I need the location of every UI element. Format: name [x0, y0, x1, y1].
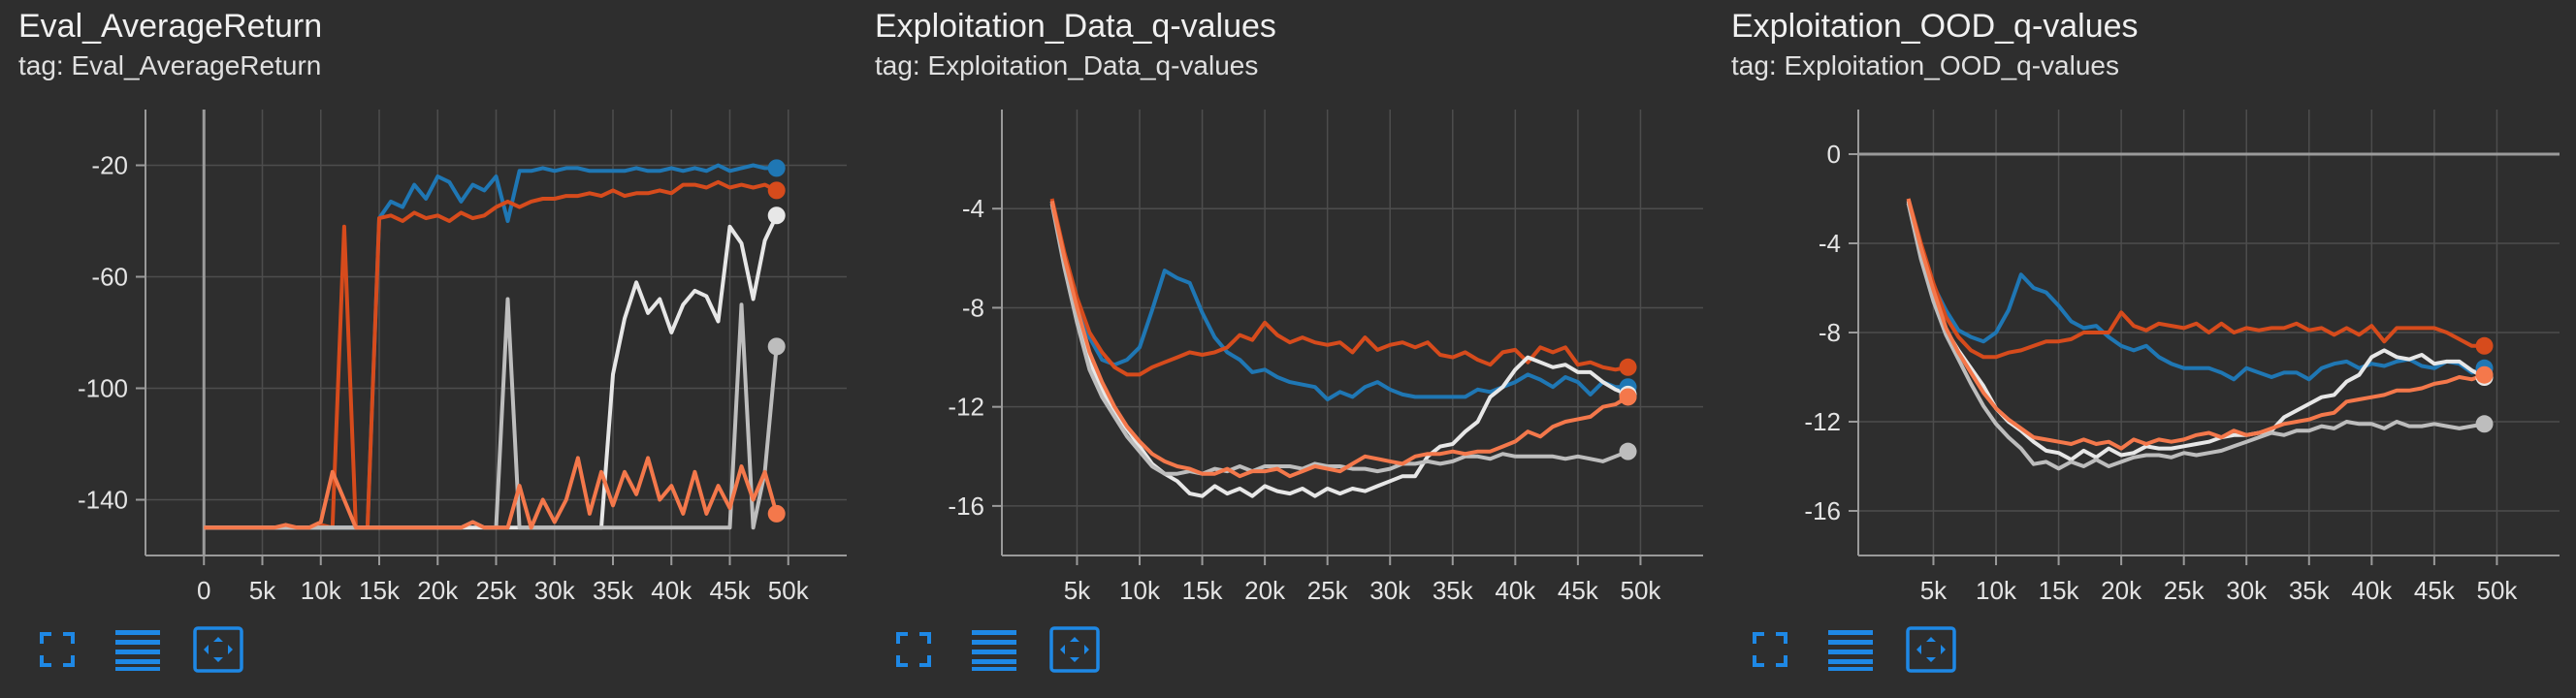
series-end-marker-1: [2475, 336, 2494, 355]
series-line-1: [204, 179, 778, 530]
x-tick-label: 30k: [2226, 576, 2268, 605]
series-line-4: [1906, 198, 2486, 451]
fit-domain-icon: [1906, 626, 1956, 673]
series-end-marker-3: [2475, 415, 2494, 433]
y-tick-label: -16: [948, 492, 984, 521]
card-title: Exploitation_Data_q-values: [875, 8, 1276, 45]
card-exploitation-data-q-values: Exploitation_Data_q-values tag: Exploita…: [856, 0, 1710, 698]
x-tick-label: 50k: [768, 576, 810, 605]
fullscreen-button[interactable]: [31, 623, 83, 676]
x-tick-label: 5k: [1064, 576, 1091, 605]
fullscreen-icon: [896, 632, 931, 667]
y-tick-label: -100: [78, 374, 128, 403]
y-tick-label: -140: [78, 486, 128, 515]
series-end-marker-0: [767, 159, 786, 177]
x-tick-label: 0: [197, 576, 210, 605]
x-tick-label: 20k: [2101, 576, 2142, 605]
fit-domain-icon: [1049, 626, 1100, 673]
toggle-log-scale-icon: [115, 630, 160, 671]
series-line-0: [1049, 203, 1628, 401]
toggle-log-scale-button[interactable]: [1824, 623, 1877, 676]
series-end-marker-1: [1619, 358, 1637, 376]
card-eval-average-return: Eval_AverageReturn tag: Eval_AverageRetu…: [0, 0, 853, 698]
x-tick-label: 40k: [651, 576, 692, 605]
x-tick-label: 5k: [249, 576, 276, 605]
x-tick-label: 15k: [1182, 576, 1224, 605]
x-tick-label: 40k: [2351, 576, 2393, 605]
card-tag: tag: Exploitation_Data_q-values: [875, 50, 1259, 80]
y-tick-label: -16: [1804, 496, 1841, 525]
series-line-0: [204, 163, 777, 530]
fullscreen-button[interactable]: [887, 623, 940, 676]
x-tick-label: 35k: [593, 576, 634, 605]
x-tick-label: 20k: [417, 576, 459, 605]
series-end-marker-3: [767, 337, 786, 356]
series-end-marker-4: [1619, 388, 1637, 406]
x-tick-label: 25k: [2164, 576, 2206, 605]
x-tick-label: 25k: [476, 576, 518, 605]
x-tick-label: 40k: [1495, 576, 1536, 605]
toggle-log-scale-button[interactable]: [112, 623, 164, 676]
y-tick-label: -12: [1804, 407, 1841, 436]
toggle-log-scale-button[interactable]: [968, 623, 1020, 676]
fit-domain-button[interactable]: [1048, 623, 1101, 676]
x-tick-label: 15k: [359, 576, 401, 605]
x-tick-label: 20k: [1244, 576, 1286, 605]
series-line-4: [204, 456, 779, 530]
card-tag: tag: Eval_AverageReturn: [18, 50, 322, 80]
fullscreen-button[interactable]: [1744, 623, 1796, 676]
series-end-marker-1: [767, 181, 786, 200]
fullscreen-icon: [40, 632, 75, 667]
x-tick-label: 10k: [1119, 576, 1161, 605]
series-line-3: [1906, 203, 2485, 471]
series-line-4: [1049, 201, 1629, 479]
chart[interactable]: 5k 10k 15k 20k 25k 30k 35k 40k 45k 50k 0 -4 -8 -12 -16: [1713, 0, 2566, 698]
fit-domain-button[interactable]: [1905, 623, 1957, 676]
card-title: Eval_AverageReturn: [18, 8, 323, 45]
x-tick-label: 25k: [1307, 576, 1349, 605]
y-tick-label: -12: [948, 393, 984, 422]
y-tick-label: -4: [962, 194, 984, 223]
y-tick-label: -20: [91, 151, 128, 180]
grid-lines: [1002, 110, 1703, 555]
series-line-2: [1049, 201, 1629, 498]
series-line-3: [1049, 203, 1629, 476]
x-tick-label: 50k: [2476, 576, 2518, 605]
grid-lines: [1858, 110, 2560, 555]
chart[interactable]: 0 5k 10k 15k 20k 25k 30k 35k 40k 45k 50k -20 -60 -100…: [0, 0, 853, 698]
x-tick-label: 35k: [2289, 576, 2331, 605]
x-tick-label: 10k: [1976, 576, 2017, 605]
x-tick-label: 45k: [1558, 576, 1599, 605]
x-tick-label: 45k: [710, 576, 752, 605]
toggle-log-scale-icon: [1828, 630, 1873, 671]
x-tick-label: 15k: [2039, 576, 2080, 605]
card-tag: tag: Exploitation_OOD_q-values: [1731, 50, 2119, 80]
x-tick-label: 35k: [1433, 576, 1474, 605]
fit-domain-icon: [193, 626, 243, 673]
x-tick-label: 45k: [2414, 576, 2456, 605]
x-tick-label: 10k: [301, 576, 342, 605]
y-tick-label: -60: [91, 263, 128, 292]
toggle-log-scale-icon: [972, 630, 1016, 671]
y-tick-label: -4: [1819, 229, 1841, 258]
card-title: Exploitation_OOD_q-values: [1731, 8, 2139, 45]
x-tick-label: 5k: [1920, 576, 1948, 605]
x-tick-label: 30k: [534, 576, 576, 605]
series-end-marker-4: [767, 504, 786, 523]
x-tick-label: 30k: [1369, 576, 1411, 605]
series-end-marker-4: [2475, 365, 2494, 384]
x-tick-label: 50k: [1620, 576, 1661, 605]
card-exploitation-ood-q-values: Exploitation_OOD_q-values tag: Exploitat…: [1713, 0, 2566, 698]
series-end-marker-2: [767, 206, 786, 225]
fullscreen-icon: [1753, 632, 1787, 667]
series-line-1: [1906, 198, 2485, 360]
chart[interactable]: 5k 10k 15k 20k 25k 30k 35k 40k 45k 50k -4 -8 -12 -16: [856, 0, 1710, 698]
series-end-marker-3: [1619, 442, 1637, 460]
series-line-0: [1906, 203, 2486, 382]
y-tick-label: 0: [1827, 140, 1841, 169]
y-tick-label: -8: [1819, 318, 1841, 347]
y-tick-label: -8: [962, 293, 984, 322]
fit-domain-button[interactable]: [192, 623, 244, 676]
